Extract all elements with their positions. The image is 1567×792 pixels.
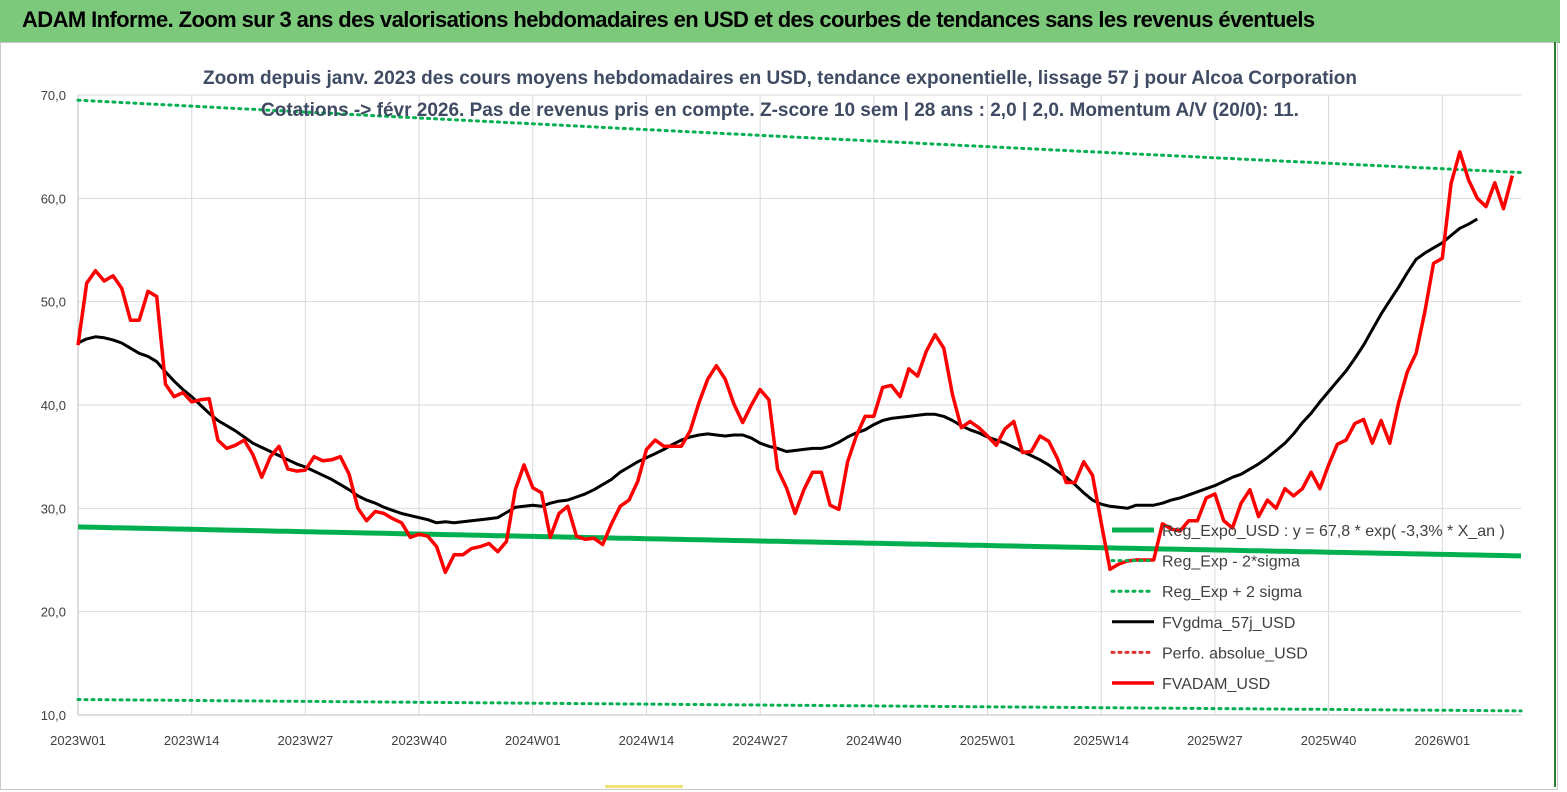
x-tick-label: 2024W01 [505, 733, 561, 748]
report-title: ADAM Informe. Zoom sur 3 ans des valoris… [22, 7, 1315, 32]
series-line-reg-exp-2-sigma [76, 98, 1523, 174]
x-tick-label: 2025W01 [960, 733, 1016, 748]
x-tick-label: 2024W27 [732, 733, 788, 748]
x-tick-label: 2025W27 [1187, 733, 1243, 748]
y-tick-label: 30,0 [41, 501, 66, 516]
chart-subtitle-line1: Zoom depuis janv. 2023 des cours moyens … [203, 68, 1357, 89]
x-tick-label: 2024W40 [846, 733, 902, 748]
legend-label: Reg_Exp + 2 sigma [1162, 584, 1302, 601]
legend-label: FVgdma_57j_USD [1162, 615, 1295, 632]
chart-frame [0, 42, 1558, 790]
series-line-reg-exp-2-sigma [76, 698, 1523, 713]
x-tick-label: 2023W14 [164, 733, 220, 748]
legend-label: Reg_Exp - 2*sigma [1162, 554, 1300, 571]
y-tick-label: 10,0 [41, 708, 66, 723]
chart-legend: Reg_Expo_USD : y = 67,8 * exp( -3,3% * X… [1110, 523, 1505, 693]
legend-label: FVADAM_USD [1162, 676, 1270, 693]
x-tick-label: 2023W01 [50, 733, 106, 748]
y-tick-label: 50,0 [41, 295, 66, 310]
x-tick-label: 2023W40 [391, 733, 447, 748]
y-axis-ticks: 10,0 20,0 30,0 40,0 50,0 60,0 70,0 [41, 88, 66, 723]
series-line-fvadam-usd [76, 150, 1514, 575]
legend-label: Reg_Expo_USD : y = 67,8 * exp( -3,3% * X… [1162, 523, 1505, 540]
x-tick-label: 2023W27 [278, 733, 334, 748]
right-border-rule [1554, 42, 1556, 787]
legend-label: Perfo. absolue_USD [1162, 645, 1308, 662]
y-tick-label: 20,0 [41, 605, 66, 620]
x-tick-label: 2026W01 [1414, 733, 1470, 748]
y-tick-label: 40,0 [41, 398, 66, 413]
chart-subtitle-line2: Cotations -> févr 2026. Pas de revenus p… [261, 100, 1299, 121]
x-tick-label: 2025W40 [1301, 733, 1357, 748]
y-tick-label: 60,0 [41, 191, 66, 206]
x-tick-label: 2024W14 [619, 733, 675, 748]
series-line-fvgdma-57j-usd [77, 217, 1479, 525]
series-lines [76, 98, 1523, 713]
series-line-reg-expo-usd-y-67-8-exp-3-3-x-an [77, 524, 1522, 559]
y-tick-label: 70,0 [41, 88, 66, 103]
bottom-marker [605, 785, 683, 788]
x-axis-ticks: 2023W01 2023W14 2023W27 2023W40 2024W01 2024W… [50, 733, 1470, 748]
x-tick-label: 2025W14 [1073, 733, 1129, 748]
gridlines [77, 94, 1521, 716]
title-banner: ADAM Informe. Zoom sur 3 ans des valoris… [0, 0, 1560, 43]
